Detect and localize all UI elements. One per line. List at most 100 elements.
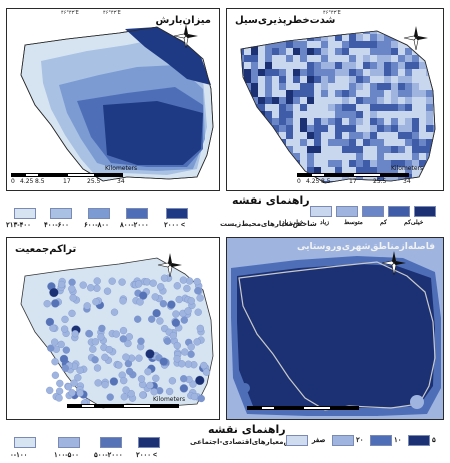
raster-cell — [307, 146, 314, 153]
raster-cell — [307, 167, 314, 174]
raster-cell — [412, 55, 419, 62]
settlement-dot — [91, 356, 99, 364]
raster-cell — [251, 132, 258, 139]
raster-cell — [433, 31, 435, 34]
raster-cell — [391, 62, 398, 69]
settlement-dot — [125, 367, 134, 376]
coord-tick: ۴۶°۴۳'E — [103, 10, 121, 16]
raster-cell — [433, 90, 435, 97]
raster-cell — [356, 118, 363, 125]
raster-cell — [370, 167, 377, 174]
raster-cell — [377, 83, 384, 90]
legend-label: خیلی‌کم — [404, 220, 424, 226]
map-title-population: تراکم‌جمعیت — [15, 244, 77, 255]
raster-cell — [384, 146, 391, 153]
raster-cell — [377, 139, 384, 146]
raster-cell — [279, 111, 286, 118]
raster-cell — [335, 104, 342, 111]
settlement-dot — [101, 353, 109, 361]
raster-cell — [279, 153, 286, 160]
raster-cell — [370, 34, 377, 41]
raster-cell — [241, 90, 244, 97]
raster-cell — [370, 111, 377, 118]
coord-tick: ۴۶°۴۳'E — [323, 10, 341, 16]
raster-cell — [335, 118, 342, 125]
raster-cell — [384, 62, 391, 69]
settlement-dot — [139, 291, 148, 300]
scale-unit: Kilometers — [153, 396, 186, 403]
raster-cell — [307, 69, 314, 76]
raster-cell — [398, 125, 405, 132]
raster-cell — [241, 153, 244, 160]
legend-swatch-population-2 — [58, 437, 80, 448]
raster-cell — [321, 55, 328, 62]
settlement-dot — [98, 324, 106, 333]
raster-cell — [426, 118, 433, 125]
raster-cell — [398, 55, 405, 62]
raster-cell — [272, 34, 279, 41]
raster-cell — [265, 69, 272, 76]
raster-cell — [391, 31, 398, 34]
settlement-dot — [61, 364, 69, 372]
raster-cell — [370, 132, 377, 139]
raster-cell — [426, 146, 433, 153]
raster-cell — [363, 139, 370, 146]
raster-cell — [363, 55, 370, 62]
raster-cell — [307, 160, 314, 167]
raster-cell — [307, 153, 314, 160]
raster-cell — [384, 69, 391, 76]
raster-cell — [265, 90, 272, 97]
settlement-dot — [68, 285, 76, 293]
raster-cell — [265, 111, 272, 118]
raster-cell — [412, 83, 419, 90]
settlement-dot — [55, 394, 63, 402]
raster-cell — [307, 83, 314, 90]
raster-cell — [265, 153, 272, 160]
settlement-dot — [196, 294, 204, 302]
raster-cell — [370, 41, 377, 48]
raster-cell — [405, 125, 412, 132]
settlement-dot — [146, 381, 154, 390]
raster-cell — [279, 118, 286, 125]
settlement-dot — [45, 317, 55, 327]
legend-swatch-rainfall-5 — [166, 208, 188, 219]
raster-cell — [251, 55, 258, 62]
raster-cell — [286, 55, 293, 62]
settlement-dot — [76, 389, 84, 397]
raster-cell — [398, 104, 405, 111]
scale-bar: 0 4.25 8.5 17 25.5 34 Kilometers — [11, 165, 137, 190]
settlement-dot — [148, 315, 156, 323]
settlement-dot — [124, 359, 133, 368]
settlement-dot — [103, 287, 112, 295]
raster-cell — [391, 90, 398, 97]
raster-cell — [363, 31, 370, 34]
legend-label: ۶۰۰-۸۰۰ — [84, 222, 109, 229]
raster-cell — [391, 48, 398, 55]
raster-cell — [286, 146, 293, 153]
settlement-dot — [51, 371, 60, 379]
raster-cell — [258, 69, 265, 76]
settlement-dot — [92, 298, 100, 306]
raster-cell — [244, 69, 251, 76]
legend-environment: راهنمای نقشه شاخص‌معیارهای‌محیط‌زیست ۲۱۳… — [0, 192, 450, 236]
settlement-dot — [68, 278, 76, 286]
scale-bar: 0 4.25 8.5 17 25.5 34 Kilometers — [297, 165, 423, 190]
raster-cell — [391, 41, 398, 48]
raster-cell — [241, 160, 244, 167]
raster-cell — [279, 174, 286, 181]
scale-label: 25.5 — [373, 178, 387, 185]
settlement-dot — [105, 345, 113, 354]
raster-cell — [293, 69, 300, 76]
raster-cell — [335, 90, 342, 97]
raster-cell — [377, 55, 384, 62]
raster-cell — [286, 90, 293, 97]
scale-bar — [247, 406, 367, 419]
settlement-dot — [49, 287, 59, 298]
raster-cell — [279, 83, 286, 90]
raster-cell — [342, 41, 349, 48]
raster-cell — [349, 83, 356, 90]
settlement-dot — [159, 300, 168, 308]
raster-cell — [335, 160, 342, 167]
raster-cell — [412, 160, 419, 167]
raster-cell — [384, 174, 391, 181]
